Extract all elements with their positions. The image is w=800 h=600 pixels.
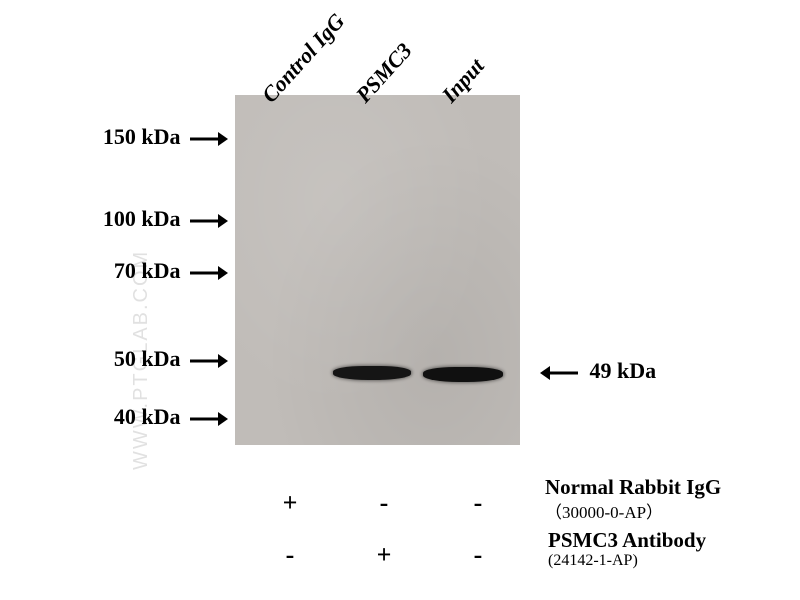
mw-marker-text: 100 kDa: [103, 206, 181, 231]
mw-marker-text: 150 kDa: [103, 124, 181, 149]
treatment-row-sublabel: (24142-1-AP): [548, 552, 638, 570]
mw-marker-text: 40 kDa: [114, 404, 181, 429]
band-size-text: 49 kDa: [590, 358, 657, 383]
treatment-row-sublabel: （30000-0-AP）: [545, 498, 663, 523]
arrow-right-icon: [190, 406, 228, 432]
arrow-right-icon: [190, 208, 228, 234]
treatment-cell: -: [374, 488, 394, 518]
treatment-row-label: Normal Rabbit IgG: [545, 475, 721, 500]
treatment-row-label: PSMC3 Antibody: [548, 528, 706, 553]
lane-label-control-igg: Control IgG: [257, 8, 350, 108]
protein-band: [423, 367, 503, 382]
arrow-right-icon: [190, 348, 228, 374]
mw-marker-70: 70 kDa: [114, 258, 228, 286]
mw-marker-40: 40 kDa: [114, 404, 228, 432]
band-size-annotation: 49 kDa: [540, 358, 656, 386]
mw-marker-100: 100 kDa: [103, 206, 228, 234]
treatment-cell: -: [280, 540, 300, 570]
treatment-cell: -: [468, 488, 488, 518]
treatment-cell: +: [280, 488, 300, 518]
arrow-right-icon: [190, 260, 228, 286]
mw-marker-text: 50 kDa: [114, 346, 181, 371]
treatment-cell: +: [374, 540, 394, 570]
arrow-right-icon: [190, 126, 228, 152]
blot-membrane: [235, 95, 520, 445]
treatment-cell: -: [468, 540, 488, 570]
mw-marker-150: 150 kDa: [103, 124, 228, 152]
mw-marker-text: 70 kDa: [114, 258, 181, 283]
western-blot-figure: WWW.PTGLAB.COM Control IgG PSMC3 Input 1…: [0, 0, 800, 600]
arrow-left-icon: [540, 360, 578, 386]
protein-band: [333, 366, 411, 380]
mw-marker-50: 50 kDa: [114, 346, 228, 374]
